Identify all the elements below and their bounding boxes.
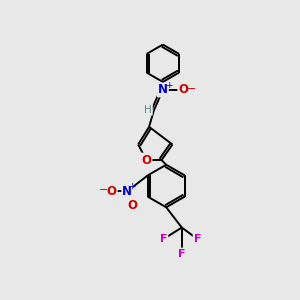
Text: O: O xyxy=(107,185,117,198)
Text: F: F xyxy=(194,234,201,244)
Text: O: O xyxy=(178,83,188,97)
Text: +: + xyxy=(128,182,136,191)
Text: O: O xyxy=(142,154,152,166)
Text: F: F xyxy=(160,234,167,244)
Text: +: + xyxy=(165,81,172,90)
Text: F: F xyxy=(178,248,185,259)
Text: H: H xyxy=(144,105,152,115)
Text: −: − xyxy=(99,185,108,195)
Text: O: O xyxy=(128,199,137,212)
Text: N: N xyxy=(122,185,132,198)
Text: N: N xyxy=(158,83,168,97)
Text: −: − xyxy=(186,84,196,94)
